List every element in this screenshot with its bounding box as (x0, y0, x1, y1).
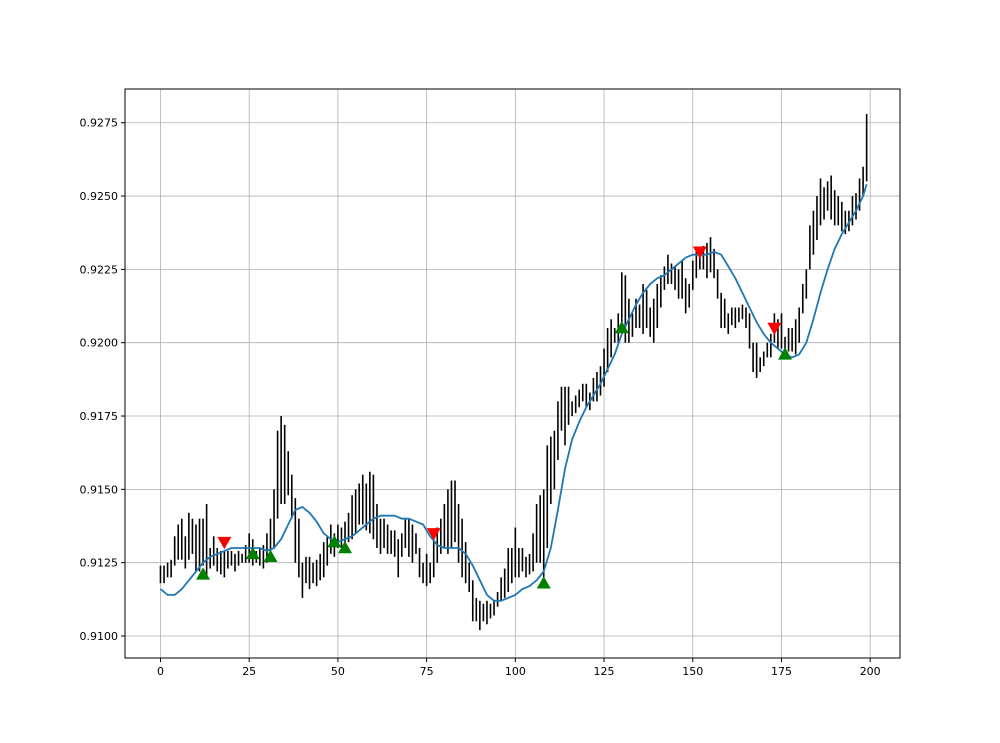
sell-signal-marker (767, 322, 782, 336)
y-tick-label: 0.9125 (80, 557, 119, 570)
x-tick-label: 175 (771, 665, 792, 678)
x-axis: 0 25 50 75 100 125 150 175 200 (157, 658, 881, 678)
price-bars (159, 113, 868, 631)
buy-signal-marker (327, 535, 342, 548)
x-tick-label: 150 (682, 665, 703, 678)
buy-signal-marker (778, 347, 793, 360)
x-tick-label: 0 (157, 665, 164, 678)
x-tick-label: 50 (331, 665, 345, 678)
buy-signal-marker (263, 549, 278, 563)
smooth-line-group (159, 184, 868, 602)
buy-signal-marker (196, 567, 211, 580)
buy-signal-marker (536, 576, 551, 589)
y-tick-label: 0.9250 (80, 190, 119, 203)
buy-signal-marker (245, 546, 260, 560)
y-tick-label: 0.9275 (80, 117, 119, 130)
y-axis: 0.9100 0.9125 0.9150 0.9175 0.9200 0.9225 0.92… (80, 117, 125, 643)
x-tick-label: 75 (420, 665, 434, 678)
y-tick-label: 0.9100 (80, 630, 119, 643)
signal-markers (196, 246, 793, 589)
y-tick-label: 0.9150 (80, 483, 119, 496)
buy-signal-marker (338, 541, 353, 554)
sell-signal-marker (217, 536, 232, 550)
x-tick-label: 200 (860, 665, 881, 678)
x-tick-label: 25 (242, 665, 256, 678)
plot-frame (124, 88, 901, 659)
sell-signal-marker (426, 528, 441, 541)
smooth-line (159, 184, 868, 602)
y-tick-label: 0.9175 (80, 410, 119, 423)
y-tick-label: 0.9225 (80, 263, 119, 276)
buy-signal-marker (614, 321, 629, 334)
x-tick-label: 100 (505, 665, 526, 678)
sell-signal-marker (692, 246, 707, 259)
y-tick-label: 0.9200 (80, 337, 119, 350)
x-tick-label: 125 (594, 665, 615, 678)
